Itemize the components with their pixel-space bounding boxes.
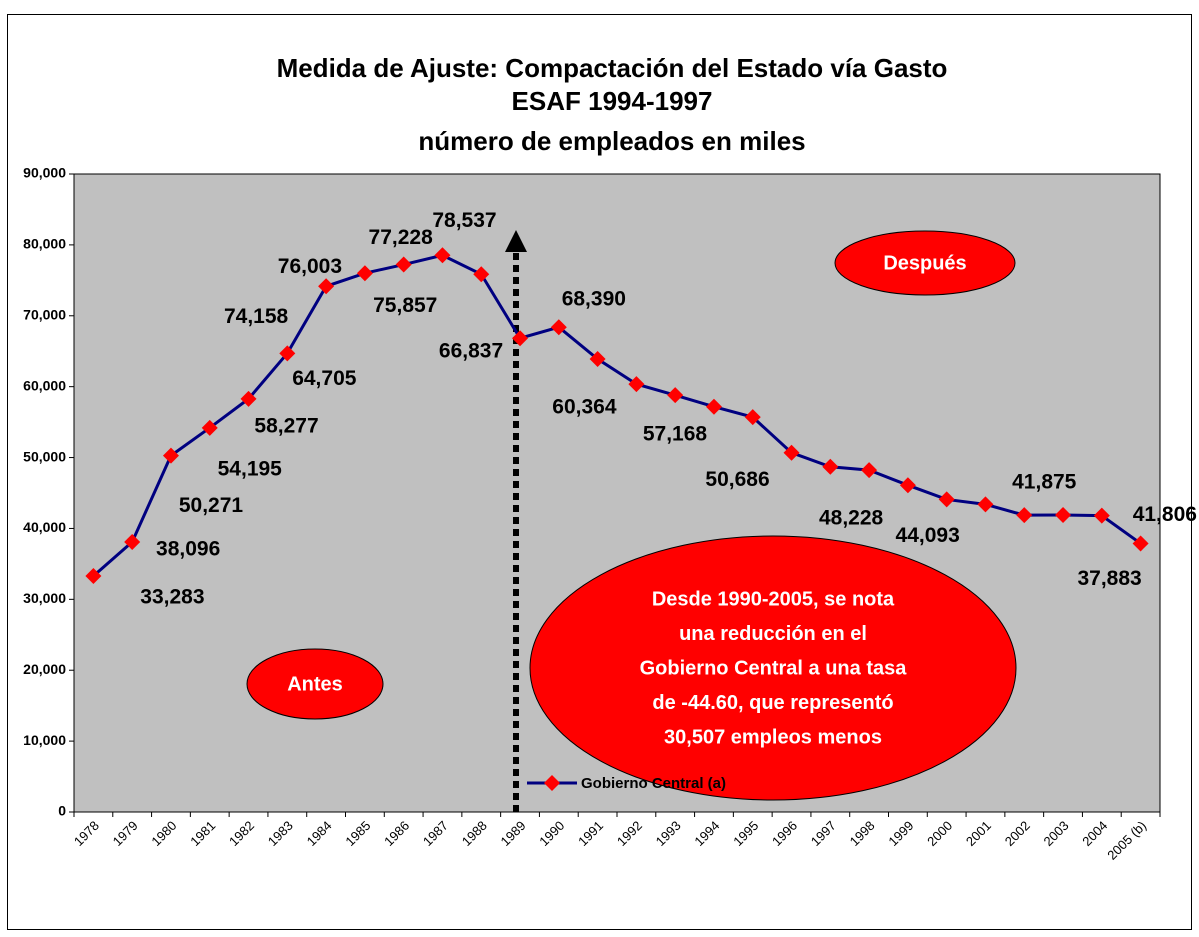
data-label: 77,228 [369, 226, 434, 249]
data-label: 33,283 [140, 586, 204, 609]
data-label: 37,883 [1077, 567, 1141, 590]
y-tick-label: 40,000 [23, 519, 66, 535]
data-point [356, 265, 373, 282]
data-label: 38,096 [156, 537, 220, 560]
y-tick-label: 50,000 [23, 448, 66, 464]
data-point [201, 419, 218, 436]
data-point [318, 278, 335, 295]
data-point [667, 387, 684, 404]
data-label: 64,705 [292, 367, 357, 390]
data-label: 58,277 [254, 414, 318, 437]
data-point [705, 398, 722, 415]
data-label: 50,686 [705, 468, 769, 491]
annotation: Desde 1990-2005, se nota [652, 588, 895, 610]
data-label: 54,195 [218, 457, 283, 480]
data-point [1055, 506, 1072, 523]
data-label: 66,837 [439, 340, 503, 363]
data-label: 48,228 [819, 507, 884, 530]
chart-subtitle: ESAF 1994-1997 [512, 86, 713, 116]
y-tick-label: 10,000 [23, 732, 66, 748]
data-label: 78,537 [432, 209, 496, 232]
y-tick-label: 70,000 [23, 306, 66, 322]
y-tick-label: 30,000 [23, 590, 66, 606]
data-point [589, 351, 606, 368]
annotation: Gobierno Central a una tasa [640, 657, 908, 679]
annotation: una reducción en el [679, 623, 867, 645]
data-label: 76,003 [278, 255, 342, 278]
data-point [85, 568, 102, 585]
chart-subtitle: número de empleados en miles [418, 126, 805, 156]
series-line [92, 253, 1142, 578]
data-point [977, 496, 994, 513]
annotation-bubble [246, 648, 384, 720]
data-point [1016, 507, 1033, 524]
data-point [434, 247, 451, 264]
data-label: 44,093 [896, 524, 960, 547]
data-point [899, 477, 916, 494]
data-point [1132, 535, 1149, 552]
annotation: Antes [287, 673, 343, 695]
annotation-bubble [529, 535, 1017, 801]
y-tick-label: 90,000 [23, 165, 66, 181]
annotation-bubble [834, 230, 1016, 296]
data-label: 60,364 [552, 396, 617, 419]
data-point [512, 330, 529, 347]
annotation: 30,507 empleos menos [664, 726, 882, 748]
data-label: 74,158 [224, 305, 289, 328]
legend-label: Gobierno Central (a) [581, 775, 726, 792]
data-point [938, 491, 955, 508]
data-point [240, 390, 257, 407]
data-label: 50,271 [179, 494, 244, 517]
data-label: 41,806 [1133, 503, 1197, 526]
arrow-head [505, 230, 527, 252]
data-point [162, 447, 179, 464]
data-label: 68,390 [562, 288, 626, 311]
legend-marker [544, 775, 560, 791]
chart-title: Medida de Ajuste: Compactación del Estad… [277, 53, 948, 83]
data-point [550, 319, 567, 336]
data-point [744, 409, 761, 426]
data-point [628, 376, 645, 393]
data-point [395, 256, 412, 273]
y-tick-label: 0 [58, 803, 66, 819]
data-label: 75,857 [373, 294, 437, 317]
data-point [279, 345, 296, 362]
y-tick-label: 60,000 [23, 377, 66, 393]
data-point [861, 462, 878, 479]
data-point [124, 533, 141, 550]
data-label: 57,168 [643, 422, 708, 445]
y-tick-label: 80,000 [23, 236, 66, 252]
data-point [1093, 507, 1110, 524]
annotation: de -44.60, que representó [652, 692, 893, 714]
data-label: 41,875 [1012, 471, 1077, 494]
annotation: Después [883, 252, 966, 274]
data-point [473, 266, 490, 283]
data-point [822, 458, 839, 475]
y-tick-label: 20,000 [23, 661, 66, 677]
data-point [783, 444, 800, 461]
